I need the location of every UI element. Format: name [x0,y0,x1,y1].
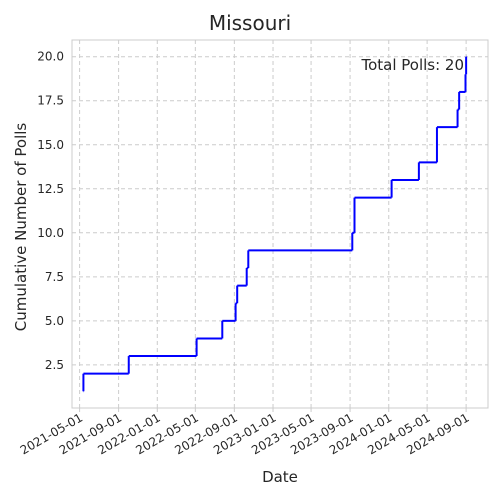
x-axis-ticks: 2021-05-012021-09-012022-01-012022-05-01… [18,408,472,457]
y-tick-label: 10.0 [37,226,64,240]
total-polls-annotation: Total Polls: 20 [360,56,464,74]
plot-frame [71,39,489,409]
y-axis-ticks: 2.5 5.0 7.5 10.0 12.5 15.0 17.5 20.0 [37,50,64,372]
series-layer [82,55,468,393]
y-tick-label: 20.0 [37,50,64,64]
y-tick-label: 2.5 [45,358,64,372]
chart-title: Missouri [209,11,291,35]
y-axis-label: Cumulative Number of Polls [12,123,30,332]
y-tick-label: 15.0 [37,138,64,152]
y-tick-label: 12.5 [37,182,64,196]
x-axis-label: Date [262,468,298,486]
y-tick-label: 7.5 [45,270,64,284]
y-tick-label: 5.0 [45,314,64,328]
y-tick-label: 17.5 [37,94,64,108]
grid [72,40,488,408]
